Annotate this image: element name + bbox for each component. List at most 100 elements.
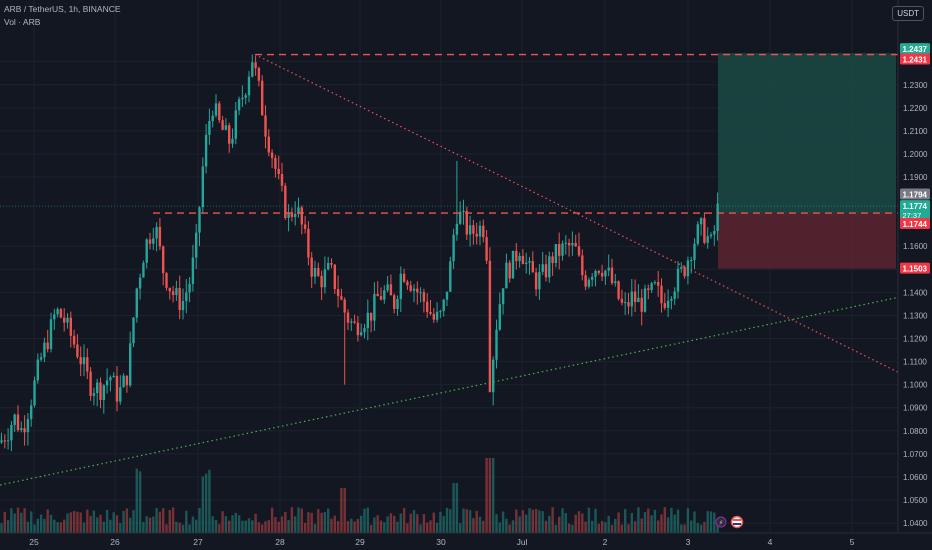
x-tick-label: 26 <box>110 537 120 547</box>
candle-body <box>30 405 33 420</box>
candle-body <box>284 185 287 218</box>
volume-bar <box>670 507 673 533</box>
volume-bar <box>175 521 178 533</box>
volume-bar <box>211 516 214 533</box>
volume-bar <box>135 468 138 533</box>
y-tick-label: 1.0700 <box>903 450 928 459</box>
candle-body <box>138 277 142 289</box>
volume-bar <box>657 520 660 533</box>
volume-bar <box>297 507 300 533</box>
candle-body <box>393 295 396 309</box>
candle-body <box>445 291 449 300</box>
close-price-badge: 1.1794 <box>903 190 928 199</box>
candle-body <box>20 428 23 430</box>
candle-body <box>267 136 270 153</box>
currency-button[interactable]: USDT <box>892 6 924 21</box>
candle-body <box>53 314 56 320</box>
volume-bar <box>409 513 412 533</box>
candle-body <box>181 301 185 311</box>
volume-bar <box>396 521 399 533</box>
volume-bar <box>353 521 356 533</box>
volume-bar <box>257 522 261 533</box>
candle-body <box>89 371 92 396</box>
candle-body <box>350 321 353 323</box>
candle-body <box>198 207 201 233</box>
y-tick-label: 1.0500 <box>903 496 928 505</box>
volume-bar <box>379 520 383 533</box>
volume-bar <box>419 524 422 533</box>
volume-bar <box>340 488 343 533</box>
candle-body <box>366 312 369 329</box>
volume-bar <box>36 518 39 533</box>
volume-bar <box>96 517 99 533</box>
candle-body <box>429 311 432 314</box>
volume-bar <box>478 516 482 533</box>
volume-bar <box>307 512 310 533</box>
candle-body <box>72 335 76 345</box>
candle-body <box>518 255 521 262</box>
candle-body <box>567 242 571 246</box>
volume-bar <box>686 508 690 533</box>
volume-bar <box>274 517 277 533</box>
volume-bar <box>6 520 10 533</box>
volume-bar <box>422 514 426 533</box>
candle-body <box>432 313 435 320</box>
candle-body <box>475 233 478 237</box>
volume-bar <box>709 511 713 533</box>
volume-bar <box>112 512 115 533</box>
volume-bar <box>402 508 406 533</box>
y-tick-label: 1.2000 <box>903 150 928 159</box>
volume-bar <box>280 516 284 533</box>
volume-bar <box>251 520 254 533</box>
candle-body <box>571 243 574 246</box>
us-flag-icon-field <box>733 523 741 525</box>
candle-body <box>389 284 393 296</box>
candle-body <box>363 328 366 333</box>
volume-bar <box>59 522 63 533</box>
candle-body <box>402 273 406 282</box>
candle-body <box>399 273 402 300</box>
volume-bar <box>86 509 89 533</box>
candle-body <box>49 319 53 350</box>
volume-bar <box>706 511 709 533</box>
volume-bar <box>162 508 165 533</box>
candle-body <box>396 299 399 309</box>
candle-body <box>145 239 148 263</box>
volume-bar <box>20 512 23 533</box>
candle-body <box>155 226 158 239</box>
candle-body <box>594 270 597 277</box>
volume-bar <box>488 458 492 533</box>
volume-bar <box>439 511 442 533</box>
candle-body <box>538 271 541 290</box>
candle-body <box>600 272 604 277</box>
countdown-badge: 27:37 <box>903 211 922 220</box>
volume-bar <box>468 510 472 533</box>
candle-body <box>320 275 323 288</box>
candle-body <box>653 282 657 284</box>
symbol-legend[interactable]: ARB / TetherUS, 1h, BINANCE <box>4 4 121 14</box>
candle-body <box>478 225 482 237</box>
volume-bar <box>228 520 231 533</box>
candle-body <box>663 303 666 308</box>
volume-bar <box>178 522 181 533</box>
volume-bar <box>360 515 363 533</box>
x-tick-label: 30 <box>436 537 446 547</box>
candle-body <box>152 238 155 244</box>
candle-body <box>46 342 49 350</box>
volume-bar <box>327 508 330 533</box>
volume-bar <box>653 509 657 533</box>
x-tick-label: 5 <box>850 537 855 547</box>
y-tick-label: 1.1100 <box>903 358 927 367</box>
volume-bar <box>617 512 620 533</box>
volume-legend[interactable]: Vol · ARB <box>4 17 41 27</box>
volume-bar <box>241 520 244 533</box>
volume-bar <box>508 524 511 533</box>
volume-bar <box>373 517 376 533</box>
candle-body <box>23 428 26 433</box>
candle-body <box>521 255 525 265</box>
candle-body <box>109 377 112 381</box>
candle-body <box>251 62 254 77</box>
candle-body <box>558 244 561 256</box>
candle-body <box>297 207 300 214</box>
